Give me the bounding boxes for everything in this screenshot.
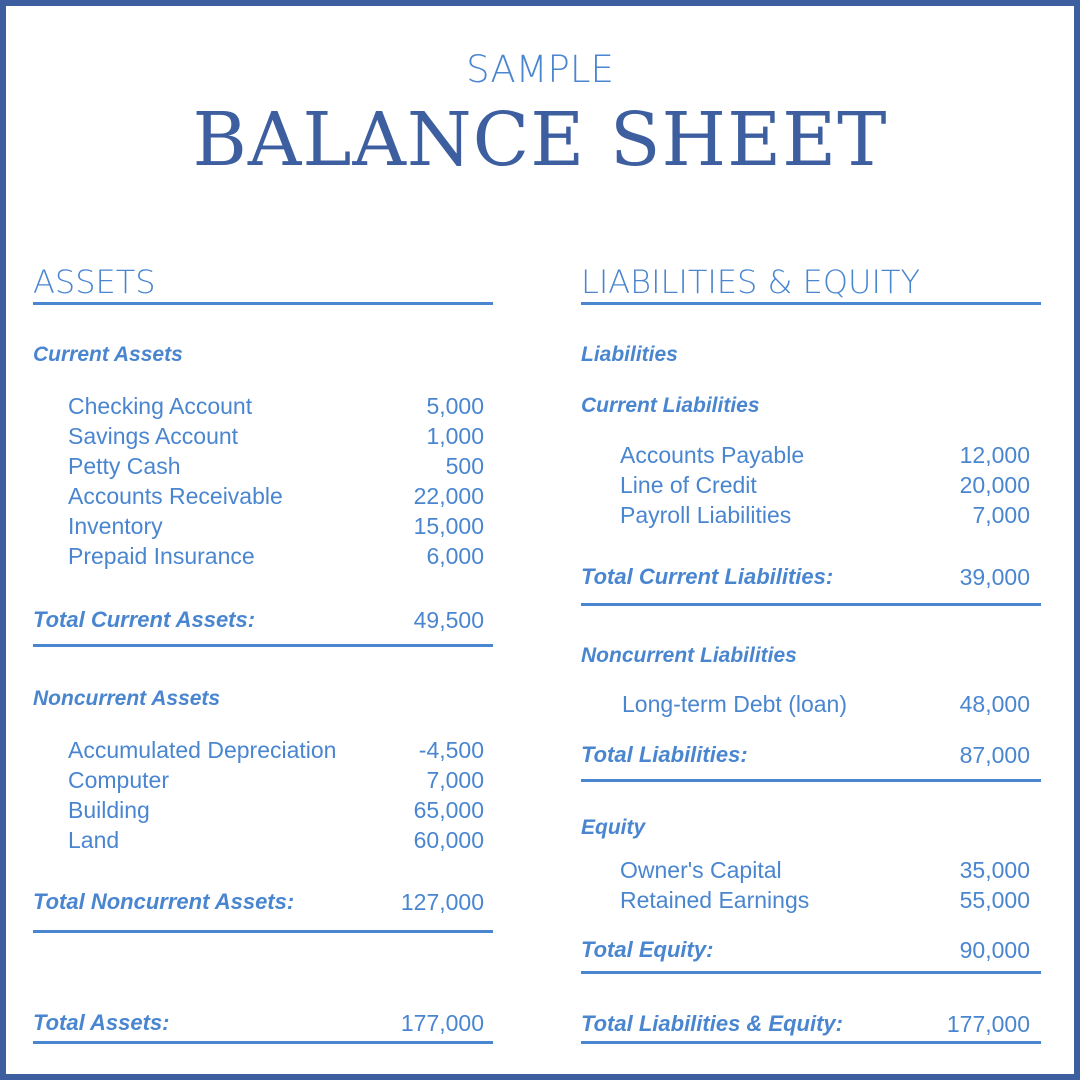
line-item-label: Computer — [68, 767, 169, 793]
line-item-value: 55,000 — [959, 887, 1030, 913]
total-label: Total Current Liabilities: — [581, 564, 834, 589]
line-item-label: Building — [68, 797, 150, 823]
total-value: 49,500 — [413, 607, 484, 633]
divider-line — [581, 603, 1041, 606]
divider-line — [581, 1041, 1041, 1044]
line-item-value: 500 — [445, 453, 484, 479]
line-item-value: 20,000 — [959, 472, 1030, 498]
line-item-value: 35,000 — [959, 857, 1030, 883]
divider-line — [581, 971, 1041, 974]
subsection-label: Current Liabilities — [581, 394, 760, 417]
divider-line — [581, 779, 1041, 782]
total-label: Total Assets: — [33, 1010, 170, 1035]
total-value: 90,000 — [959, 937, 1030, 963]
line-item-value: 60,000 — [413, 827, 484, 853]
total-label: Total Equity: — [581, 937, 714, 962]
line-item-label: Accounts Receivable — [68, 483, 283, 509]
total-label: Total Current Assets: — [33, 607, 256, 632]
line-item-value: -4,500 — [418, 737, 484, 763]
line-item-value: 7,000 — [972, 502, 1030, 528]
divider-line — [33, 644, 493, 647]
subsection-label: Liabilities — [581, 343, 678, 366]
line-item-label: Land — [68, 827, 120, 853]
line-item-label: Petty Cash — [68, 453, 181, 479]
divider-line — [581, 302, 1041, 305]
line-item-value: 7,000 — [426, 767, 484, 793]
line-item-value: 5,000 — [426, 393, 484, 419]
line-item-label: Retained Earnings — [620, 887, 810, 913]
line-item-label: Owner's Capital — [620, 857, 782, 883]
total-value: 39,000 — [959, 564, 1030, 590]
total-label: Total Liabilities: — [581, 742, 748, 767]
line-item-value: 6,000 — [426, 543, 484, 569]
line-item-label: Prepaid Insurance — [68, 543, 255, 569]
total-label: Total Noncurrent Assets: — [33, 889, 295, 914]
subsection-label: Noncurrent Liabilities — [581, 644, 797, 667]
total-value: 177,000 — [400, 1010, 484, 1036]
line-item-value: 12,000 — [959, 442, 1030, 468]
line-item-label: Accounts Payable — [620, 442, 805, 468]
line-item-label: Long-term Debt (loan) — [622, 691, 847, 717]
liabilities-equity-column: LIABILITIES & EQUITY Liabilities Current L… — [581, 0, 1041, 1080]
line-item-label: Checking Account — [68, 393, 253, 419]
line-item-label: Accumulated Depreciation — [68, 737, 337, 763]
section-heading: ASSETS — [33, 263, 156, 301]
subsection-label: Current Assets — [33, 343, 183, 366]
line-item-value: 22,000 — [413, 483, 484, 509]
page-title: BALANCE SHEET — [192, 97, 888, 183]
line-item-label: Inventory — [68, 513, 163, 539]
divider-line — [33, 1041, 493, 1044]
total-value: 87,000 — [959, 742, 1030, 768]
subsection-label: Noncurrent Assets — [33, 687, 221, 710]
line-item-label: Line of Credit — [620, 472, 757, 498]
page-subtitle: SAMPLE — [466, 48, 614, 91]
divider-line — [33, 930, 493, 933]
assets-column: ASSETS Current Assets Checking Account 5,00… — [33, 0, 493, 1080]
line-item-value: 1,000 — [426, 423, 484, 449]
line-item-label: Savings Account — [68, 423, 239, 449]
line-item-label: Payroll Liabilities — [620, 502, 792, 528]
total-value: 127,000 — [400, 889, 484, 915]
line-item-value: 65,000 — [413, 797, 484, 823]
divider-line — [33, 302, 493, 305]
subsection-label: Equity — [581, 816, 646, 839]
line-item-value: 15,000 — [413, 513, 484, 539]
total-value: 177,000 — [946, 1011, 1030, 1037]
section-heading: LIABILITIES & EQUITY — [581, 263, 920, 301]
total-label: Total Liabilities & Equity: — [581, 1011, 843, 1036]
line-item-value: 48,000 — [959, 691, 1030, 717]
